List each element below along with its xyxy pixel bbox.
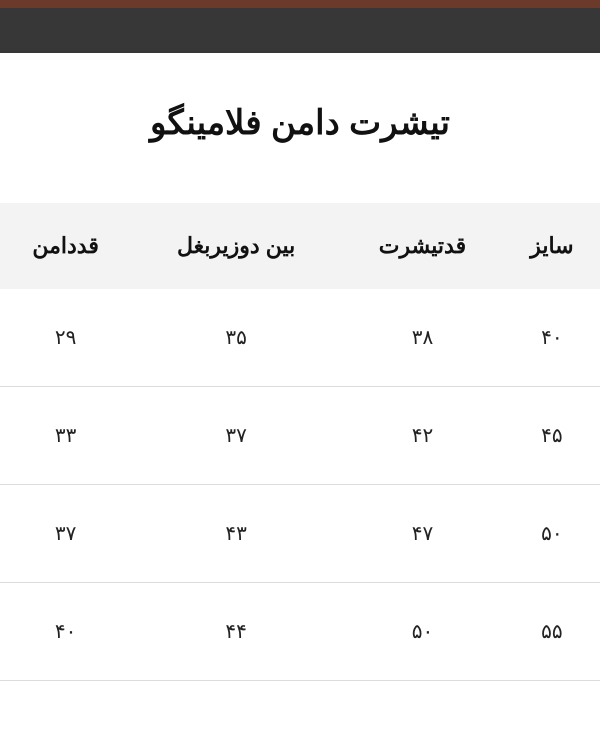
- cell: ۴۷: [341, 485, 504, 583]
- topbar-accent: [0, 0, 600, 8]
- size-table: سایز قدتیشرت بین دوزیربغل قددامن ۴۰ ۳۸ ۳…: [0, 203, 600, 681]
- table-row: ۵۰ ۴۷ ۴۳ ۳۷: [0, 485, 600, 583]
- topbar-dark: [0, 8, 600, 53]
- table-row: ۴۵ ۴۲ ۳۷ ۳۳: [0, 387, 600, 485]
- table-header-row: سایز قدتیشرت بین دوزیربغل قددامن: [0, 203, 600, 289]
- cell: ۵۰: [504, 485, 600, 583]
- table-row: ۵۵ ۵۰ ۴۴ ۴۰: [0, 583, 600, 681]
- cell: ۳۵: [131, 289, 341, 387]
- col-tshirt-length: قدتیشرت: [341, 203, 504, 289]
- col-size: سایز: [504, 203, 600, 289]
- cell: ۴۰: [0, 583, 131, 681]
- cell: ۴۰: [504, 289, 600, 387]
- cell: ۳۷: [0, 485, 131, 583]
- cell: ۳۳: [0, 387, 131, 485]
- cell: ۴۵: [504, 387, 600, 485]
- cell: ۳۸: [341, 289, 504, 387]
- content-area: تیشرت دامن فلامینگو سایز قدتیشرت بین دوز…: [0, 53, 600, 681]
- cell: ۵۵: [504, 583, 600, 681]
- page-title: تیشرت دامن فلامینگو: [0, 103, 600, 143]
- cell: ۴۲: [341, 387, 504, 485]
- col-skirt-length: قددامن: [0, 203, 131, 289]
- cell: ۴۴: [131, 583, 341, 681]
- cell: ۴۳: [131, 485, 341, 583]
- col-underarm: بین دوزیربغل: [131, 203, 341, 289]
- cell: ۳۷: [131, 387, 341, 485]
- table-row: ۴۰ ۳۸ ۳۵ ۲۹: [0, 289, 600, 387]
- cell: ۵۰: [341, 583, 504, 681]
- cell: ۲۹: [0, 289, 131, 387]
